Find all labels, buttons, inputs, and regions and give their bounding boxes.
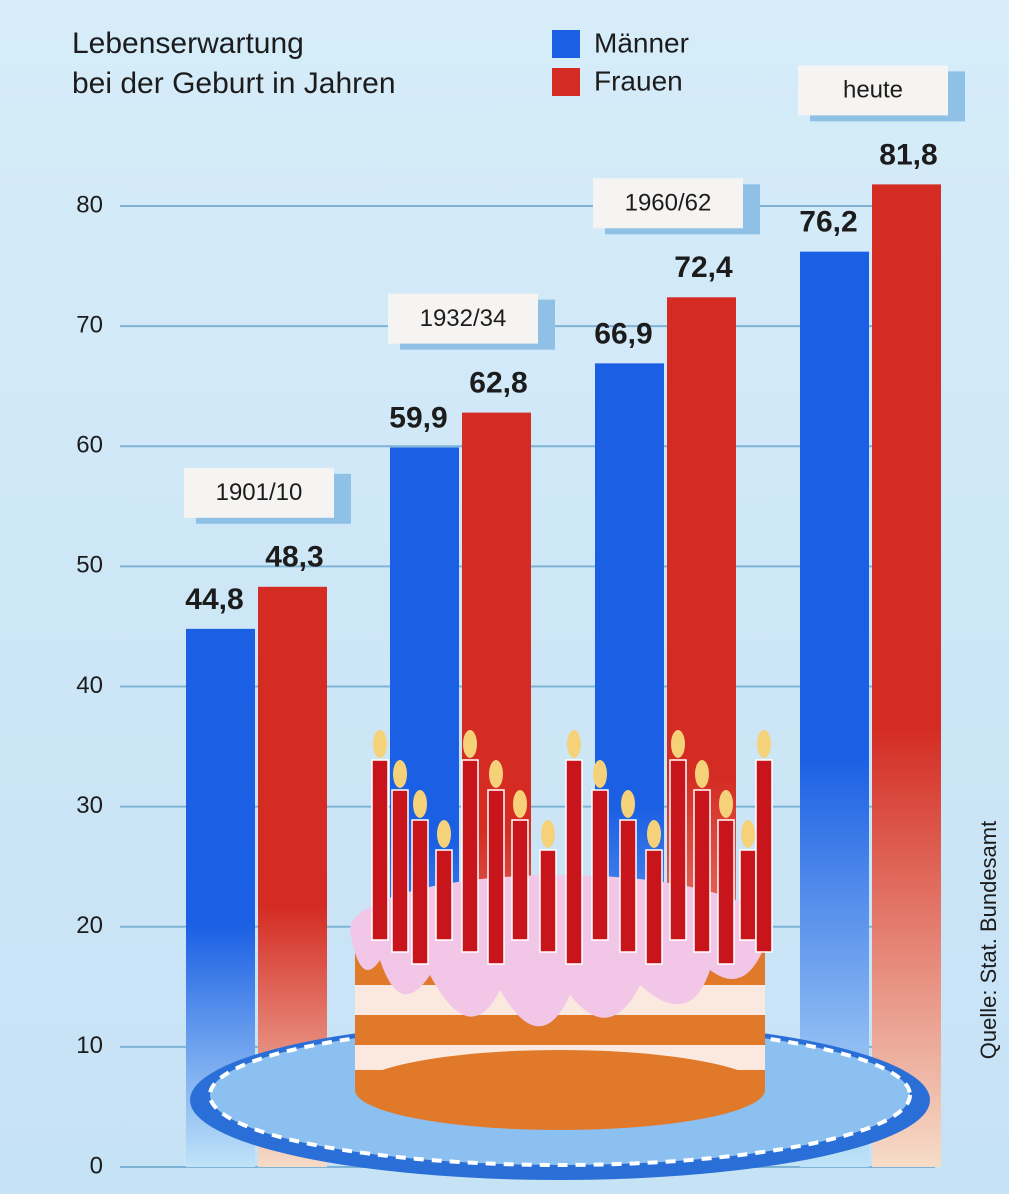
- candle: [411, 819, 429, 965]
- chart-title: Lebenserwartung: [72, 27, 304, 60]
- category-label: heute: [843, 77, 903, 104]
- flame: [413, 790, 427, 818]
- flame: [541, 820, 555, 848]
- category-label: 1901/10: [216, 479, 303, 506]
- source: Quelle: Stat. Bundesamt: [976, 821, 1001, 1059]
- value-label: 76,2: [799, 206, 857, 239]
- candle: [619, 819, 637, 953]
- y-tick-label: 0: [90, 1152, 103, 1179]
- value-label: 48,3: [265, 541, 323, 574]
- value-label: 72,4: [674, 251, 733, 284]
- y-tick-label: 80: [76, 191, 103, 218]
- value-label: 59,9: [389, 401, 447, 434]
- y-tick-label: 60: [76, 432, 103, 459]
- y-tick-label: 50: [76, 552, 103, 579]
- category-box: [798, 65, 948, 116]
- y-tick-label: 30: [76, 792, 103, 819]
- legend-swatch: [552, 30, 580, 58]
- flame: [621, 790, 635, 818]
- candle: [435, 849, 453, 941]
- category-label: 1932/34: [420, 305, 507, 332]
- category-label: 1960/62: [625, 190, 712, 217]
- candle: [669, 759, 687, 941]
- bar: [872, 184, 941, 1167]
- value-label: 62,8: [469, 367, 527, 400]
- flame: [593, 760, 607, 788]
- icing-drip: [350, 930, 770, 1027]
- flame: [373, 730, 387, 758]
- flame: [567, 730, 581, 758]
- flame: [719, 790, 733, 818]
- value-label: 81,8: [879, 138, 937, 171]
- category-box: [388, 293, 538, 344]
- candle: [739, 849, 757, 941]
- legend-label: Frauen: [594, 65, 683, 96]
- bar: [800, 251, 869, 1167]
- flame: [437, 820, 451, 848]
- candle: [755, 759, 773, 953]
- value-label: 44,8: [185, 583, 243, 616]
- flame: [647, 820, 661, 848]
- candle: [511, 819, 529, 941]
- chart-title: bei der Geburt in Jahren: [72, 67, 396, 100]
- candle: [693, 789, 711, 953]
- flame: [513, 790, 527, 818]
- legend-label: Männer: [594, 27, 689, 58]
- category-box: [593, 178, 743, 229]
- y-tick-label: 10: [76, 1032, 103, 1059]
- candle: [645, 849, 663, 965]
- candle: [591, 789, 609, 941]
- category-box: [184, 467, 334, 518]
- y-tick-label: 40: [76, 672, 103, 699]
- candle: [487, 789, 505, 965]
- candle: [371, 759, 389, 941]
- candle: [565, 759, 583, 965]
- y-tick-label: 70: [76, 311, 103, 338]
- cake-illustration: [190, 730, 930, 1180]
- flame: [671, 730, 685, 758]
- candle: [539, 849, 557, 953]
- y-tick-label: 20: [76, 912, 103, 939]
- flame: [463, 730, 477, 758]
- flame: [741, 820, 755, 848]
- value-label: 66,9: [594, 317, 652, 350]
- flame: [757, 730, 771, 758]
- candle: [717, 819, 735, 965]
- cake-bottom: [355, 1050, 765, 1130]
- legend-swatch: [552, 68, 580, 96]
- candle: [461, 759, 479, 953]
- flame: [695, 760, 709, 788]
- flame: [393, 760, 407, 788]
- candle: [391, 789, 409, 953]
- flame: [489, 760, 503, 788]
